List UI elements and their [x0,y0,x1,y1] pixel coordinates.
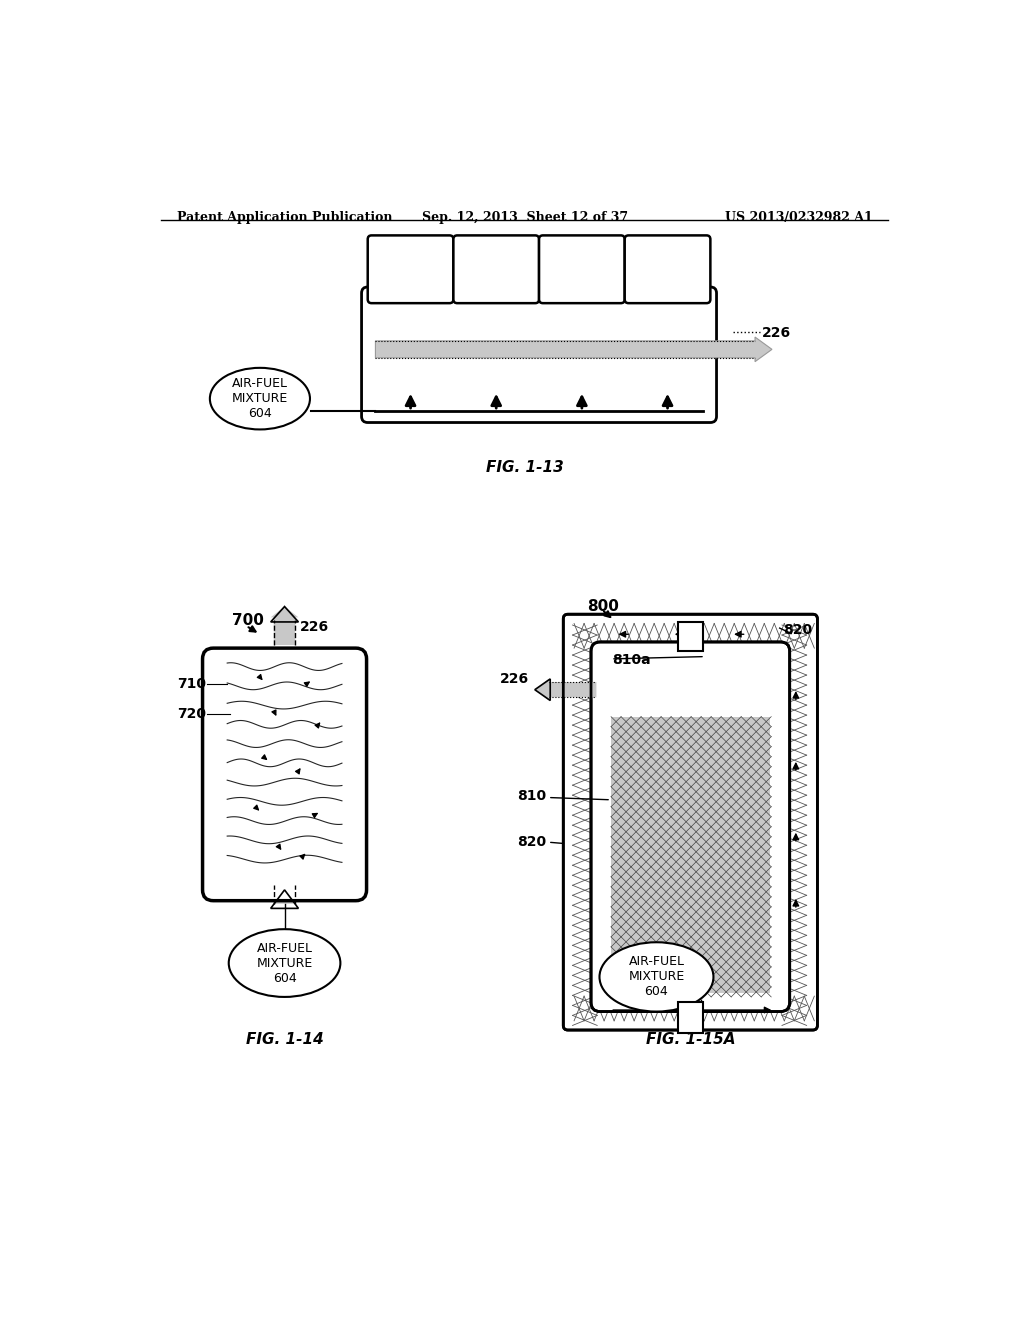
Text: 226: 226 [762,326,792,341]
Ellipse shape [599,942,714,1011]
FancyBboxPatch shape [203,648,367,900]
Text: 226: 226 [300,619,329,634]
Text: AIR-FUEL
MIXTURE
604: AIR-FUEL MIXTURE 604 [231,378,288,420]
Text: 810a: 810a [691,954,730,968]
Ellipse shape [210,368,310,429]
Text: Sep. 12, 2013  Sheet 12 of 37: Sep. 12, 2013 Sheet 12 of 37 [422,211,628,224]
Text: FIG. 1-14: FIG. 1-14 [246,1032,324,1047]
Text: 602a: 602a [388,281,427,296]
Text: 600: 600 [371,261,402,276]
Text: AIR-FUEL
MIXTURE
604: AIR-FUEL MIXTURE 604 [256,941,312,985]
Bar [678,622,702,651]
Text: AIR-FUEL
MIXTURE
604: AIR-FUEL MIXTURE 604 [629,956,685,998]
FancyBboxPatch shape [361,286,717,422]
Text: 810: 810 [517,789,547,803]
FancyBboxPatch shape [591,642,790,1011]
FancyBboxPatch shape [563,614,817,1030]
Text: FIG. 1-15A: FIG. 1-15A [645,1032,735,1047]
FancyBboxPatch shape [625,235,711,304]
Text: Patent Application Publication: Patent Application Publication [177,211,392,224]
Text: FIG. 1-13: FIG. 1-13 [486,461,563,475]
FancyArrow shape [270,891,298,904]
Text: 720: 720 [176,708,206,721]
Text: US 2013/0232982 A1: US 2013/0232982 A1 [725,211,872,224]
Text: 810a: 810a [612,653,651,668]
FancyBboxPatch shape [539,235,625,304]
Text: 226: 226 [500,672,528,686]
Text: 710: 710 [176,677,206,690]
FancyArrow shape [677,990,705,1019]
FancyArrow shape [270,607,298,645]
Text: 602c: 602c [542,281,579,296]
FancyBboxPatch shape [368,235,454,304]
Text: 602b: 602b [464,281,503,296]
Text: 700: 700 [232,612,264,628]
Text: 820: 820 [782,623,812,636]
Bar [611,717,770,993]
Text: 820: 820 [517,836,547,849]
FancyBboxPatch shape [454,235,539,304]
Ellipse shape [228,929,340,997]
FancyArrow shape [535,678,596,701]
FancyArrow shape [376,337,772,362]
Text: 800: 800 [587,599,620,614]
Text: 602d: 602d [617,281,656,296]
Bar [678,1002,702,1034]
